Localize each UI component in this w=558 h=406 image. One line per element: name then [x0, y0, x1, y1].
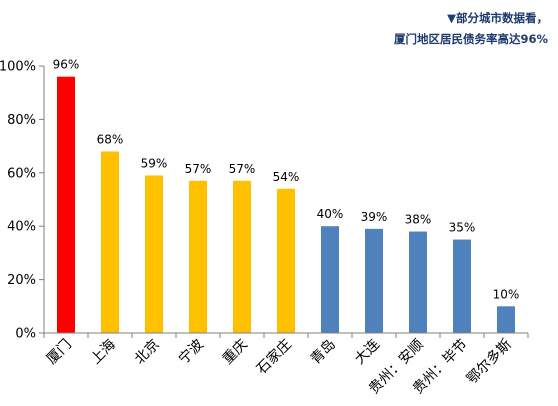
- bar-value-label: 10%: [493, 287, 520, 301]
- category-label: 厦门: [44, 337, 75, 368]
- bar: [453, 239, 471, 333]
- y-tick-label: 20%: [7, 273, 36, 288]
- bar: [409, 231, 427, 333]
- bar: [497, 306, 515, 333]
- bar: [189, 180, 207, 333]
- annotation-line-2: 厦门地区居民债务率高达96%: [393, 32, 548, 46]
- bar: [321, 226, 339, 333]
- category-label: 青岛: [308, 337, 339, 368]
- y-tick-label: 60%: [7, 166, 36, 181]
- bar: [277, 188, 295, 333]
- bars: 96% 68% 59% 57% 57% 54% 40% 39% 38% 35% 10%: [53, 58, 520, 334]
- bar-value-label: 54%: [273, 170, 300, 184]
- y-tick-label: 100%: [0, 60, 36, 75]
- category-label: 大连: [352, 337, 383, 368]
- bar: [233, 180, 251, 333]
- category-label: 上海: [88, 337, 119, 368]
- annotation-line-1: ▼部分城市数据看，: [447, 11, 548, 25]
- y-tick-label: 40%: [7, 220, 36, 235]
- bar-value-label: 57%: [229, 162, 256, 176]
- bar: [101, 151, 119, 333]
- bar: [57, 76, 75, 334]
- bar-value-label: 96%: [53, 58, 80, 72]
- category-label: 重庆: [220, 337, 251, 368]
- bar-value-label: 38%: [405, 213, 432, 227]
- bar: [145, 175, 163, 333]
- y-axis: 0% 20% 40% 60% 80% 100%: [0, 60, 45, 342]
- category-label: 鄂尔多斯: [463, 336, 515, 388]
- chart-annotation: ▼部分城市数据看， 厦门地区居民债务率高达96%: [394, 8, 548, 50]
- bar-value-label: 57%: [185, 162, 212, 176]
- bar-value-label: 68%: [97, 132, 124, 146]
- bar: [365, 228, 383, 333]
- category-label: 宁波: [175, 336, 207, 368]
- category-label: 石家庄: [253, 336, 295, 378]
- bar-value-label: 39%: [361, 210, 388, 224]
- bar-value-label: 40%: [317, 207, 344, 221]
- category-label: 北京: [132, 337, 163, 368]
- bar-value-label: 35%: [449, 221, 476, 235]
- y-tick-label: 80%: [7, 113, 36, 128]
- y-tick-label: 0%: [15, 327, 36, 342]
- bar-value-label: 59%: [141, 156, 168, 170]
